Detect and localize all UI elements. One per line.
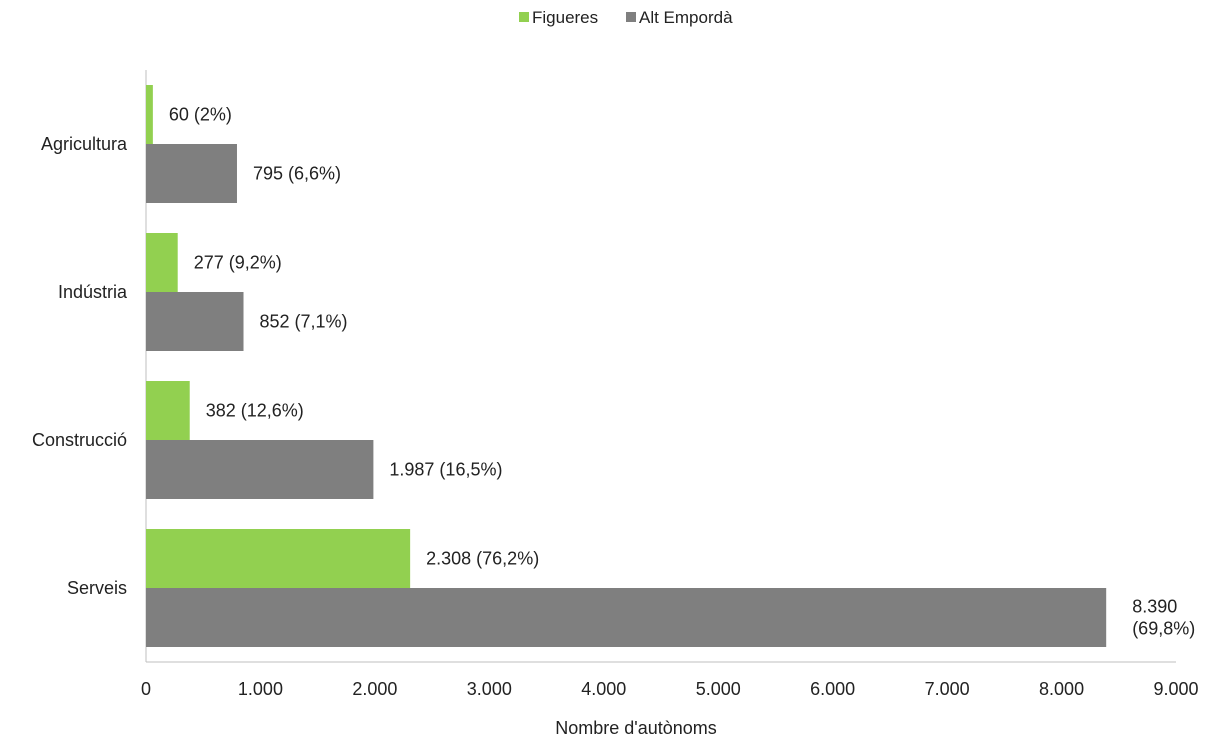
category-label: Construcció [32, 430, 127, 450]
bar-figueres [146, 529, 411, 588]
bars [146, 85, 1107, 647]
x-tick-label: 0 [141, 679, 151, 699]
x-tick-label: 3.000 [467, 679, 512, 699]
data-label: 8.390 (69,8%) [1132, 597, 1195, 639]
data-label: 2.308 (76,2%) [426, 549, 539, 569]
x-tick-label: 5.000 [696, 679, 741, 699]
data-label: 1.987 (16,5%) [389, 460, 502, 480]
data-label: 852 (7,1%) [260, 312, 348, 332]
legend-label: Alt Empordà [639, 8, 733, 27]
x-tick-label: 2.000 [352, 679, 397, 699]
bar-alt-emporda [146, 292, 244, 351]
bar-alt-emporda [146, 440, 374, 499]
category-label: Indústria [58, 282, 128, 302]
x-tick-labels: 0 1.000 2.000 3.000 4.000 5.000 6.000 7.000 8.00… [141, 679, 1199, 699]
x-axis-title: Nombre d'autònoms [555, 718, 717, 738]
legend-swatch-alt-emporda [626, 12, 636, 22]
bar-figueres [146, 381, 190, 440]
data-label: 277 (9,2%) [194, 253, 282, 273]
bar-alt-emporda [146, 588, 1107, 647]
legend: Figueres Alt Empordà [519, 8, 733, 27]
data-label: 60 (2%) [169, 105, 232, 125]
legend-swatch-figueres [519, 12, 529, 22]
x-tick-label: 8.000 [1039, 679, 1084, 699]
bar-figueres [146, 85, 153, 144]
x-tick-label: 4.000 [581, 679, 626, 699]
bar-labels: 60 (2%) 795 (6,6%) 277 (9,2%) 852 (7,1%) 382… [169, 105, 1195, 639]
x-tick-label: 9.000 [1153, 679, 1198, 699]
bar-alt-emporda [146, 144, 237, 203]
data-label: 795 (6,6%) [253, 164, 341, 184]
legend-label: Figueres [532, 8, 598, 27]
x-tick-label: 6.000 [810, 679, 855, 699]
category-label: Agricultura [41, 134, 128, 154]
data-label: 382 (12,6%) [206, 401, 304, 421]
x-tick-label: 7.000 [925, 679, 970, 699]
x-tick-label: 1.000 [238, 679, 283, 699]
category-label: Serveis [67, 578, 127, 598]
category-labels: Agricultura Indústria Construcció Serveis [32, 134, 128, 598]
bar-figueres [146, 233, 178, 292]
